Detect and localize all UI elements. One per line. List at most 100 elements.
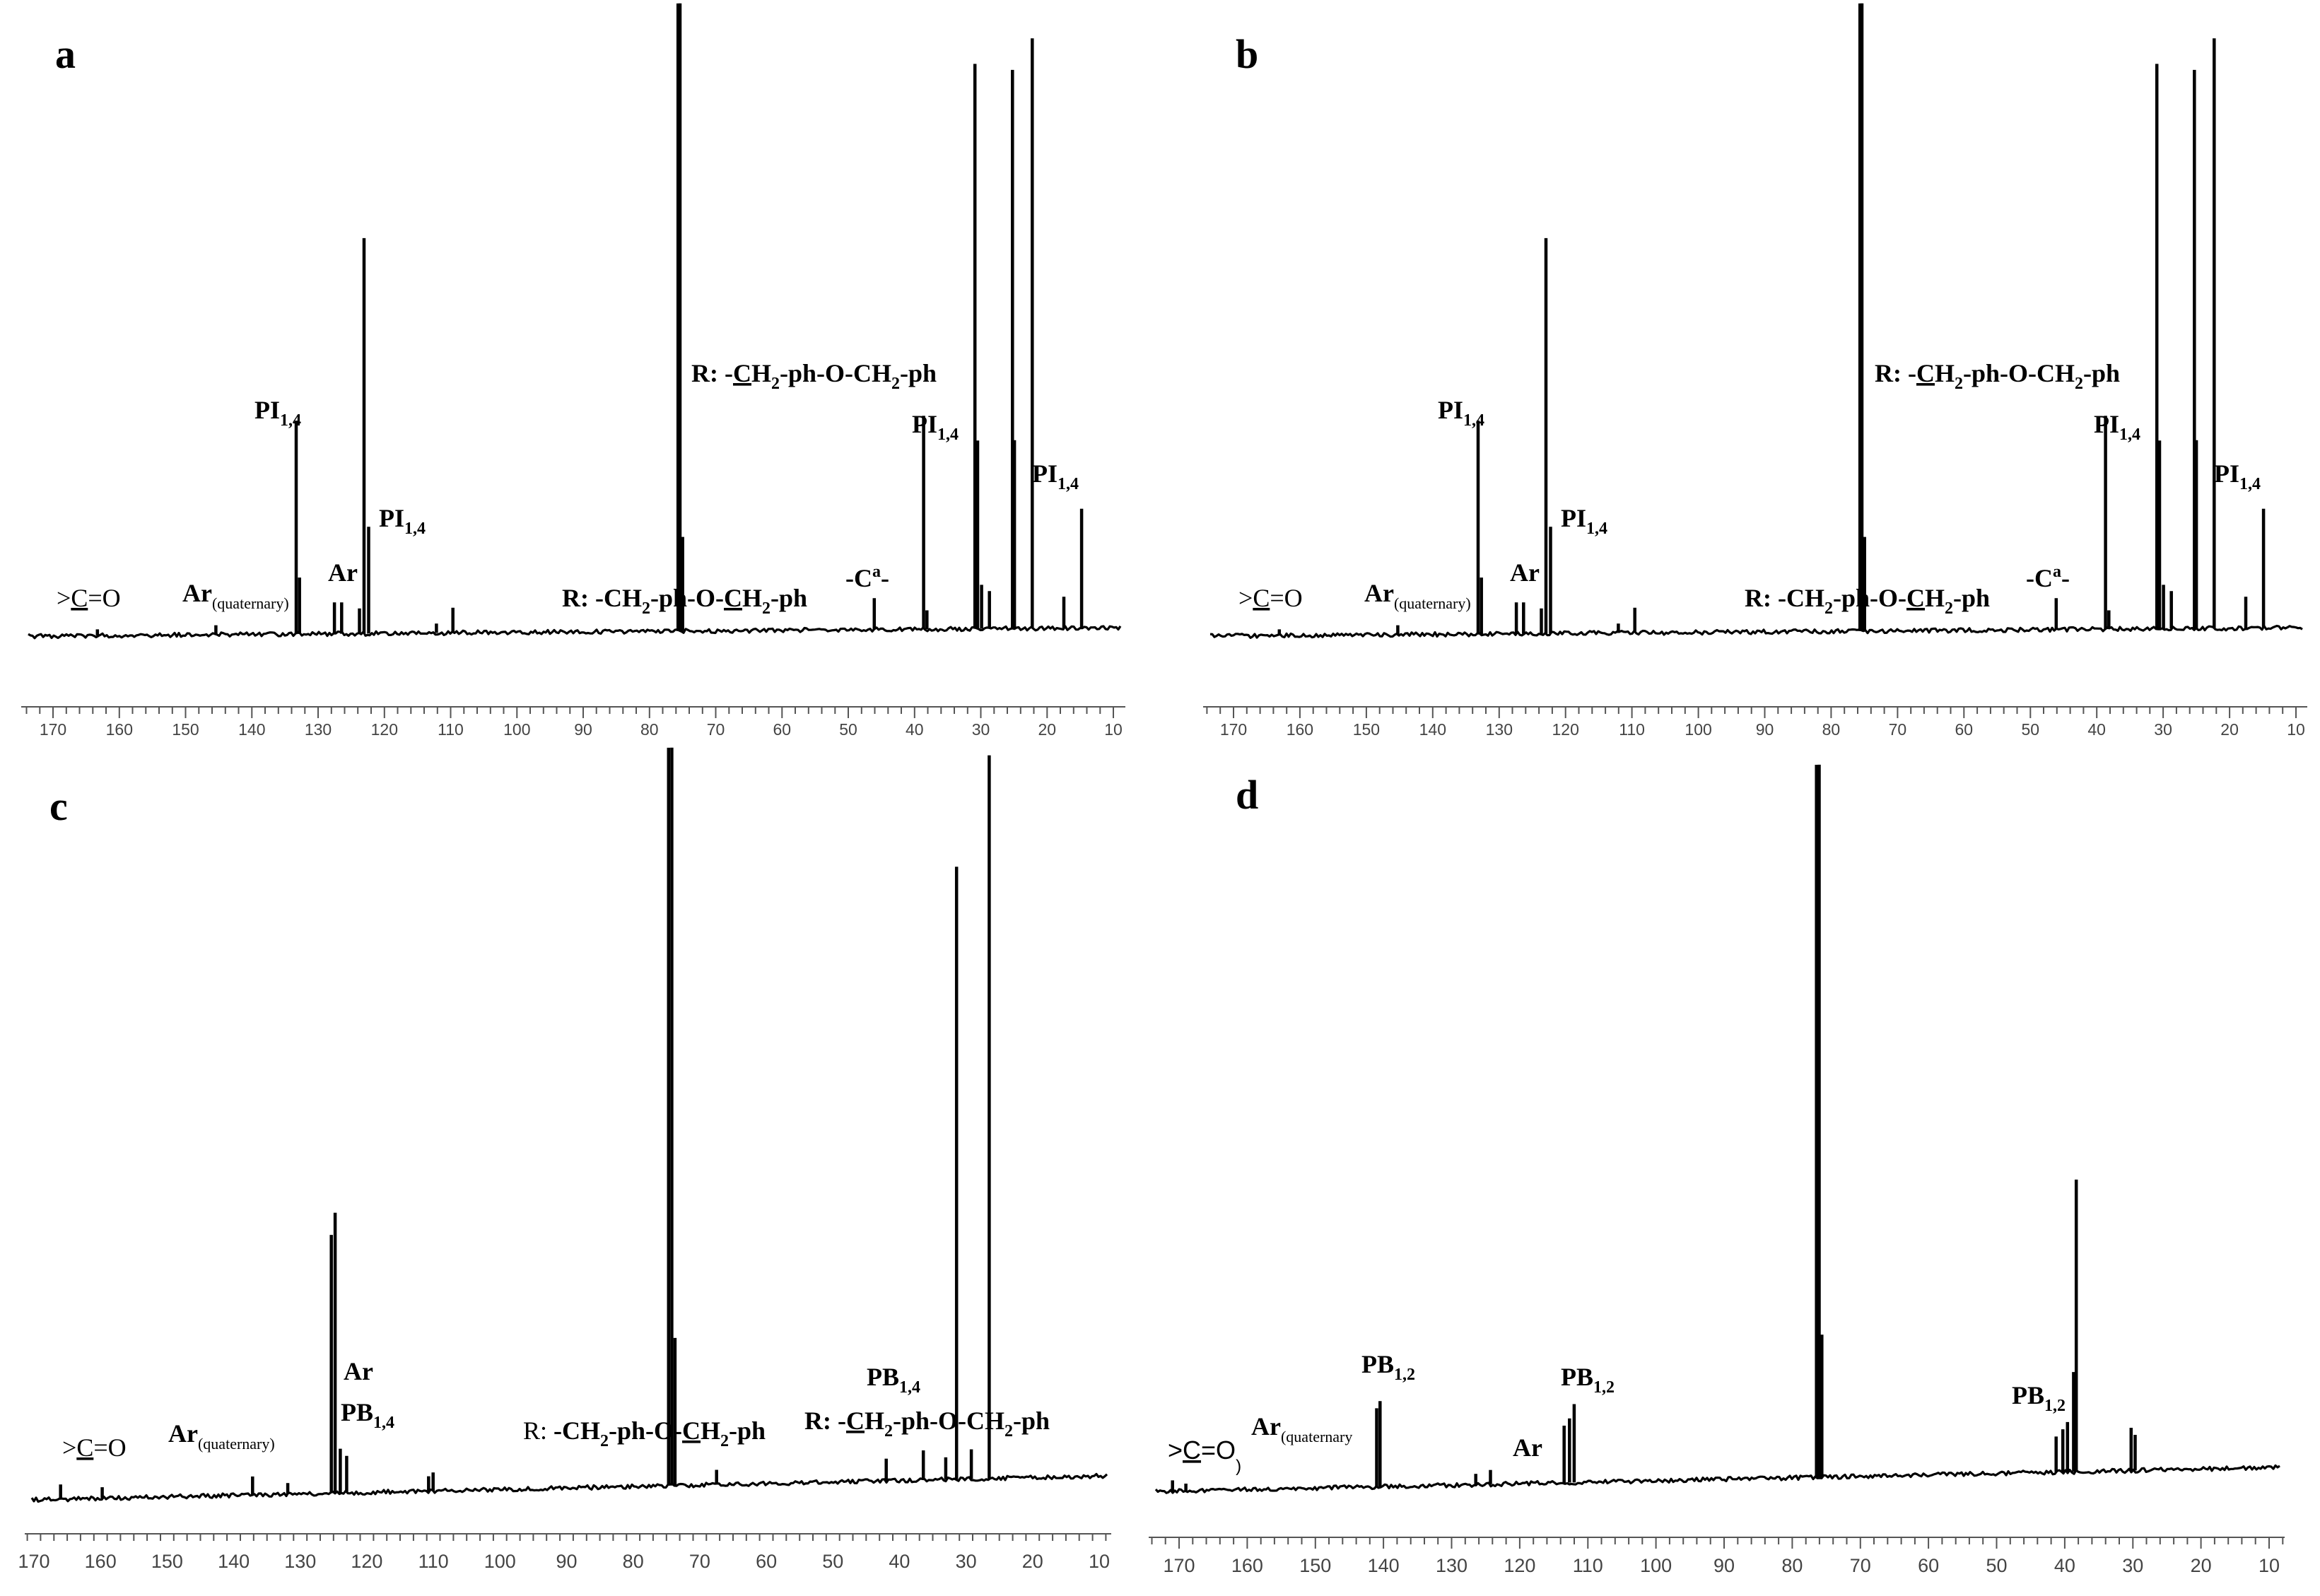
panel-c-spectrum: [30, 747, 1108, 1503]
panel-b-ar-quaternary-label: Ar(quaternary): [1364, 579, 1471, 612]
panel-d-tick-label-120: 120: [1504, 1555, 1535, 1576]
panel-a-tick-label-150: 150: [172, 720, 199, 739]
panel-c-tick-label-120: 120: [351, 1551, 382, 1572]
panel-b-tick-label-100: 100: [1685, 720, 1711, 739]
panel-d-tick-label-40: 40: [2054, 1555, 2075, 1576]
panel-a-calpha-label: -Ca-: [845, 563, 889, 592]
panel-c-tick-label-60: 60: [756, 1551, 777, 1572]
panel-d-tick-label-140: 140: [1368, 1555, 1400, 1576]
panel-c-pb14-label-1: PB1,4: [341, 1398, 394, 1432]
panel-d-tick-label-60: 60: [1918, 1555, 1939, 1576]
panel-b-tick-label-70: 70: [1889, 720, 1907, 739]
panel-a-tick-label-170: 170: [40, 720, 66, 739]
panel-d-spectrum: [1154, 764, 2280, 1494]
panel-c-letter: c: [49, 783, 68, 829]
panel-a-tick-label-110: 110: [438, 720, 464, 739]
panel-c: c 170 160 150 140 130 120 110 100 90 80 70 60 50 40 30…: [18, 747, 1111, 1572]
panel-b-tick-label-110: 110: [1619, 720, 1645, 739]
panel-b: b 170 160 150 140 130 120 110 100 90 80 70 60 50 40 30…: [1203, 3, 2307, 739]
panel-a-tick-label-40: 40: [906, 720, 924, 739]
panel-c-tick-label-30: 30: [956, 1551, 977, 1572]
panel-c-tick-label-150: 150: [151, 1551, 183, 1572]
panel-c-pb14-label-2: PB1,4: [867, 1363, 920, 1397]
panel-b-tick-label-10: 10: [2287, 720, 2305, 739]
panel-c-tick-label-170: 170: [18, 1551, 49, 1572]
panel-c-tick-label-20: 20: [1022, 1551, 1043, 1572]
panel-d-tick-label-100: 100: [1640, 1555, 1672, 1576]
panel-d-tick-label-30: 30: [2122, 1555, 2143, 1576]
panel-a-tick-label-80: 80: [640, 720, 659, 739]
panel-b-tick-label-170: 170: [1220, 720, 1247, 739]
panel-b-tick-label-120: 120: [1552, 720, 1579, 739]
panel-c-tick-label-160: 160: [85, 1551, 117, 1572]
panel-c-r-och2-label: R: -CH2-ph-O-CH2-ph: [523, 1416, 766, 1450]
panel-a: a 170 160 150 140 130 120 110 100 90 80 70 60 50 40 30…: [21, 3, 1125, 739]
panel-c-ar-label: Ar: [344, 1357, 373, 1385]
panel-c-tick-label-140: 140: [218, 1551, 250, 1572]
panel-b-tick-label-30: 30: [2154, 720, 2172, 739]
panel-c-tick-label-50: 50: [822, 1551, 843, 1572]
panel-b-tick-label-90: 90: [1756, 720, 1774, 739]
panel-d-x-axis: 170 160 150 140 130 120 110 100 90 80 70 60 50 40 30 20…: [1149, 1537, 2285, 1576]
panel-a-spectrum: [28, 3, 1122, 640]
panel-a-tick-label-100: 100: [503, 720, 530, 739]
panel-a-tick-label-70: 70: [707, 720, 725, 739]
panel-b-tick-label-140: 140: [1419, 720, 1446, 739]
panel-c-tick-label-70: 70: [689, 1551, 710, 1572]
panel-a-tick-label-10: 10: [1104, 720, 1123, 739]
panel-c-baseline: [30, 1472, 1108, 1503]
panel-a-tick-label-130: 130: [305, 720, 332, 739]
panel-c-tick-label-130: 130: [284, 1551, 316, 1572]
panel-a-tick-label-30: 30: [972, 720, 990, 739]
panel-b-tick-label-160: 160: [1287, 720, 1313, 739]
panel-a-tick-label-60: 60: [773, 720, 792, 739]
panel-b-baseline: [1209, 624, 2303, 639]
panel-d-tick-label-110: 110: [1573, 1555, 1603, 1576]
panel-b-letter: b: [1236, 31, 1258, 77]
panel-d-tick-label-10: 10: [2259, 1555, 2280, 1576]
panel-d-tick-label-80: 80: [1781, 1555, 1803, 1576]
panel-c-r-ch2-label: R: -CH2-ph-O-CH2-ph: [804, 1407, 1050, 1440]
panel-c-tick-label-90: 90: [556, 1551, 577, 1572]
panel-d-tick-label-160: 160: [1231, 1555, 1263, 1576]
panel-d-tick-label-150: 150: [1299, 1555, 1331, 1576]
panel-a-ar-quaternary-label: Ar(quaternary): [182, 579, 289, 612]
panel-b-tick-label-50: 50: [2022, 720, 2040, 739]
panel-c-tick-label-80: 80: [623, 1551, 644, 1572]
panel-b-tick-label-130: 130: [1486, 720, 1513, 739]
panel-a-carbonyl-label: >C=O: [57, 584, 121, 612]
panel-a-tick-label-90: 90: [574, 720, 592, 739]
panel-d-tick-label-70: 70: [1850, 1555, 1871, 1576]
panel-d-pb12-label-2: PB1,2: [1561, 1363, 1615, 1397]
panel-d-carbonyl-label: >C=O): [1168, 1436, 1241, 1476]
panel-c-tick-label-10: 10: [1089, 1551, 1110, 1572]
panel-d-tick-label-90: 90: [1713, 1555, 1735, 1576]
panel-c-carbonyl-label: >C=O: [62, 1433, 127, 1462]
panel-d-tick-label-170: 170: [1163, 1555, 1195, 1576]
panel-b-pi14-label-4: PI1,4: [2214, 459, 2261, 493]
panel-a-tick-label-50: 50: [839, 720, 857, 739]
panel-a-letter: a: [55, 31, 76, 77]
panel-d: d 170 160 150 140 130 120 110 100 90 80 70 60 50 40 30…: [1149, 764, 2285, 1576]
panel-b-tick-label-60: 60: [1955, 720, 1974, 739]
panel-b-calpha-label: -Ca-: [2026, 563, 2070, 592]
panel-b-ar-label: Ar: [1510, 558, 1540, 587]
panel-a-pi14-label-2: PI1,4: [379, 504, 426, 538]
panel-a-tick-label-120: 120: [371, 720, 398, 739]
panel-d-ar-label: Ar: [1513, 1433, 1542, 1462]
panel-b-tick-label-150: 150: [1353, 720, 1380, 739]
panel-d-tick-label-20: 20: [2191, 1555, 2212, 1576]
panel-c-ar-quaternary-label: Ar(quaternary): [168, 1419, 275, 1453]
panel-a-x-axis: 170 160 150 140 130 120 110 100 90 80 70 60 50 40 30 20…: [21, 706, 1125, 739]
panel-b-pi14-label-1: PI1,4: [1438, 396, 1484, 430]
panel-b-r-ch2-label: R: -CH2-ph-O-CH2-ph: [1875, 359, 2120, 393]
panel-c-x-axis: 170 160 150 140 130 120 110 100 90 80 70 60 50 40 30 20…: [18, 1533, 1111, 1572]
panel-a-pi14-label-4: PI1,4: [1032, 459, 1079, 493]
panel-d-pb12-label-3: PB1,2: [2012, 1381, 2066, 1415]
panel-a-pi14-label-1: PI1,4: [254, 396, 301, 430]
panel-b-spectrum: [1209, 3, 2303, 639]
panel-b-tick-label-40: 40: [2087, 720, 2106, 739]
panel-d-letter: d: [1236, 772, 1258, 818]
panel-a-baseline: [28, 625, 1122, 640]
